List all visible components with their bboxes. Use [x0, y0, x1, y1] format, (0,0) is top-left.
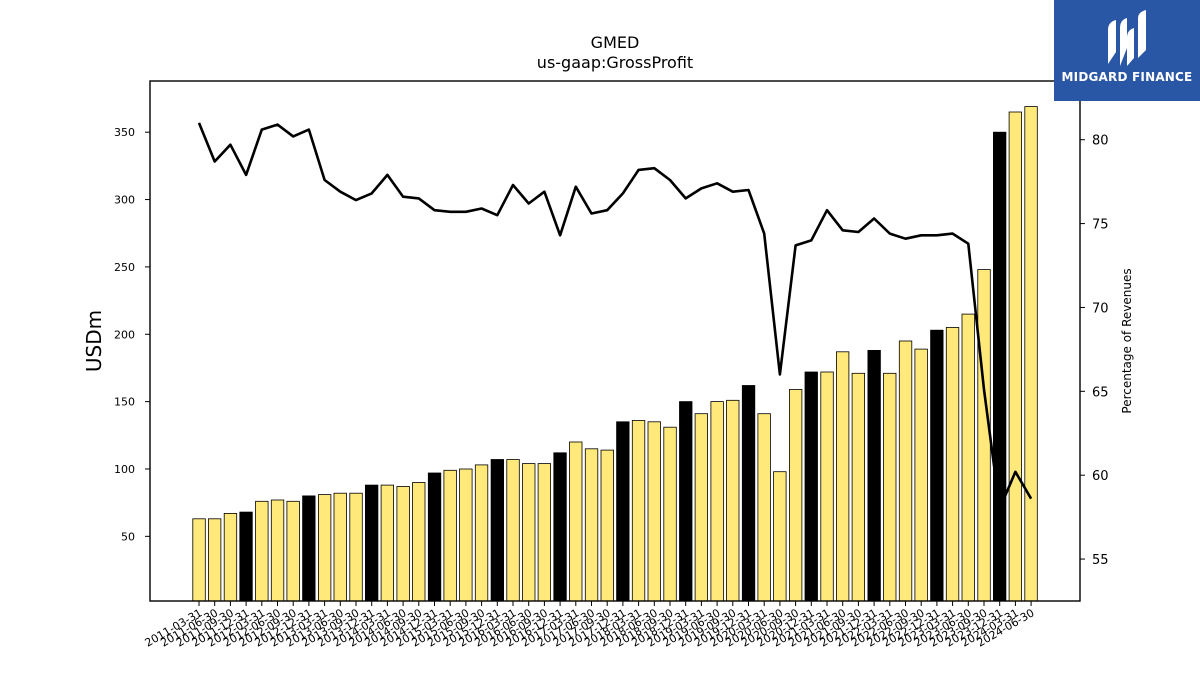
chart-subtitle: us-gaap:GrossProfit: [537, 53, 693, 72]
bar-2023-03-31: [945, 327, 960, 602]
y-axis-label: USDm: [82, 310, 106, 372]
bar-2017-06-30: [584, 448, 599, 602]
bar-2012-12-31: [302, 495, 316, 602]
bar-2023-06-30: [961, 313, 975, 602]
bar-2021-12-31: [867, 349, 881, 602]
y2-tick-label-65: 65: [1092, 385, 1109, 400]
bar-2021-03-31: [820, 371, 834, 602]
bar-2017-12-31: [616, 421, 630, 602]
y-tick-label-350: 350: [114, 126, 135, 139]
bar-2018-03-31: [631, 420, 646, 602]
bar-2015-03-31: [443, 469, 457, 602]
bar-2014-09-30: [412, 482, 426, 602]
bar-2019-09-30: [726, 399, 740, 602]
bar-2024-03-31: [1008, 111, 1022, 602]
bar-2018-06-30: [647, 421, 661, 602]
bar-2022-03-31: [883, 372, 897, 602]
plot-frame: [149, 80, 1081, 602]
percentage-line: [197, 122, 1033, 511]
bar-2022-06-30: [898, 340, 913, 602]
bar-2014-03-31: [380, 484, 395, 602]
bar-2022-12-31: [930, 329, 944, 602]
bar-2020-12-31: [804, 371, 818, 602]
y-tick-label-50: 50: [121, 530, 135, 543]
bar-2017-09-30: [600, 449, 614, 602]
bar-2019-03-31: [694, 413, 708, 602]
bar-2013-03-31: [317, 494, 332, 602]
bar-2018-12-31: [679, 401, 693, 602]
bar-2012-06-30: [270, 499, 285, 602]
bar-2021-09-30: [851, 372, 865, 602]
bar-2020-03-31: [757, 413, 771, 602]
bar-2014-12-31: [427, 472, 442, 602]
bar-2011-06-30: [207, 518, 222, 602]
bar-2014-06-30: [396, 486, 410, 602]
chart-title: GMED: [591, 33, 640, 52]
y2-tick-label-60: 60: [1092, 469, 1109, 484]
bar-2013-12-31: [364, 484, 379, 602]
bar-2011-03-31: [192, 518, 206, 602]
y2-tick-label-70: 70: [1092, 301, 1109, 316]
bar-2013-09-30: [349, 492, 363, 602]
bar-2011-09-30: [223, 513, 238, 602]
bar-2012-09-30: [286, 500, 300, 602]
bar-2017-03-31: [569, 441, 583, 602]
logo-text: MIDGARD FINANCE: [1061, 70, 1193, 84]
bar-2015-09-30: [474, 464, 489, 602]
bar-2019-12-31: [741, 385, 756, 602]
bar-2015-06-30: [459, 468, 473, 602]
bar-2011-12-31: [239, 511, 253, 602]
bar-2013-06-30: [333, 492, 347, 602]
bar-2016-12-31: [553, 452, 567, 602]
bar-2023-09-30: [977, 269, 991, 602]
bar-2016-03-31: [506, 459, 520, 602]
y-tick-label-250: 250: [114, 261, 135, 274]
bar-2016-09-30: [537, 463, 551, 602]
logo-mark-icon: [1108, 10, 1146, 66]
y-tick-label-200: 200: [114, 328, 135, 341]
bar-2020-09-30: [789, 389, 803, 602]
axes-group: 501001502002503003505560657075802011-03-…: [114, 80, 1109, 650]
y2-tick-label-55: 55: [1092, 553, 1109, 568]
bar-2016-06-30: [522, 463, 536, 602]
y-tick-label-100: 100: [114, 463, 135, 476]
y2-tick-label-75: 75: [1092, 218, 1109, 233]
bar-2021-06-30: [836, 351, 850, 602]
y2-axis-label: Percentage of Revenues: [1120, 268, 1134, 413]
bar-2020-06-30: [773, 471, 787, 602]
brand-logo: MIDGARD FINANCE: [1054, 0, 1200, 101]
bar-2012-03-31: [255, 500, 269, 602]
bar-2024-06-30: [1024, 106, 1038, 602]
bar-2015-12-31: [490, 459, 505, 602]
bars-group: [192, 106, 1038, 602]
bar-2018-09-30: [663, 426, 677, 602]
bar-2022-09-30: [914, 348, 928, 602]
y-tick-label-150: 150: [114, 396, 135, 409]
line-group: [197, 122, 1033, 511]
bar-2023-12-31: [993, 131, 1007, 602]
y2-tick-label-80: 80: [1092, 134, 1109, 149]
bar-2019-06-30: [710, 401, 724, 602]
y-tick-label-300: 300: [114, 194, 135, 207]
